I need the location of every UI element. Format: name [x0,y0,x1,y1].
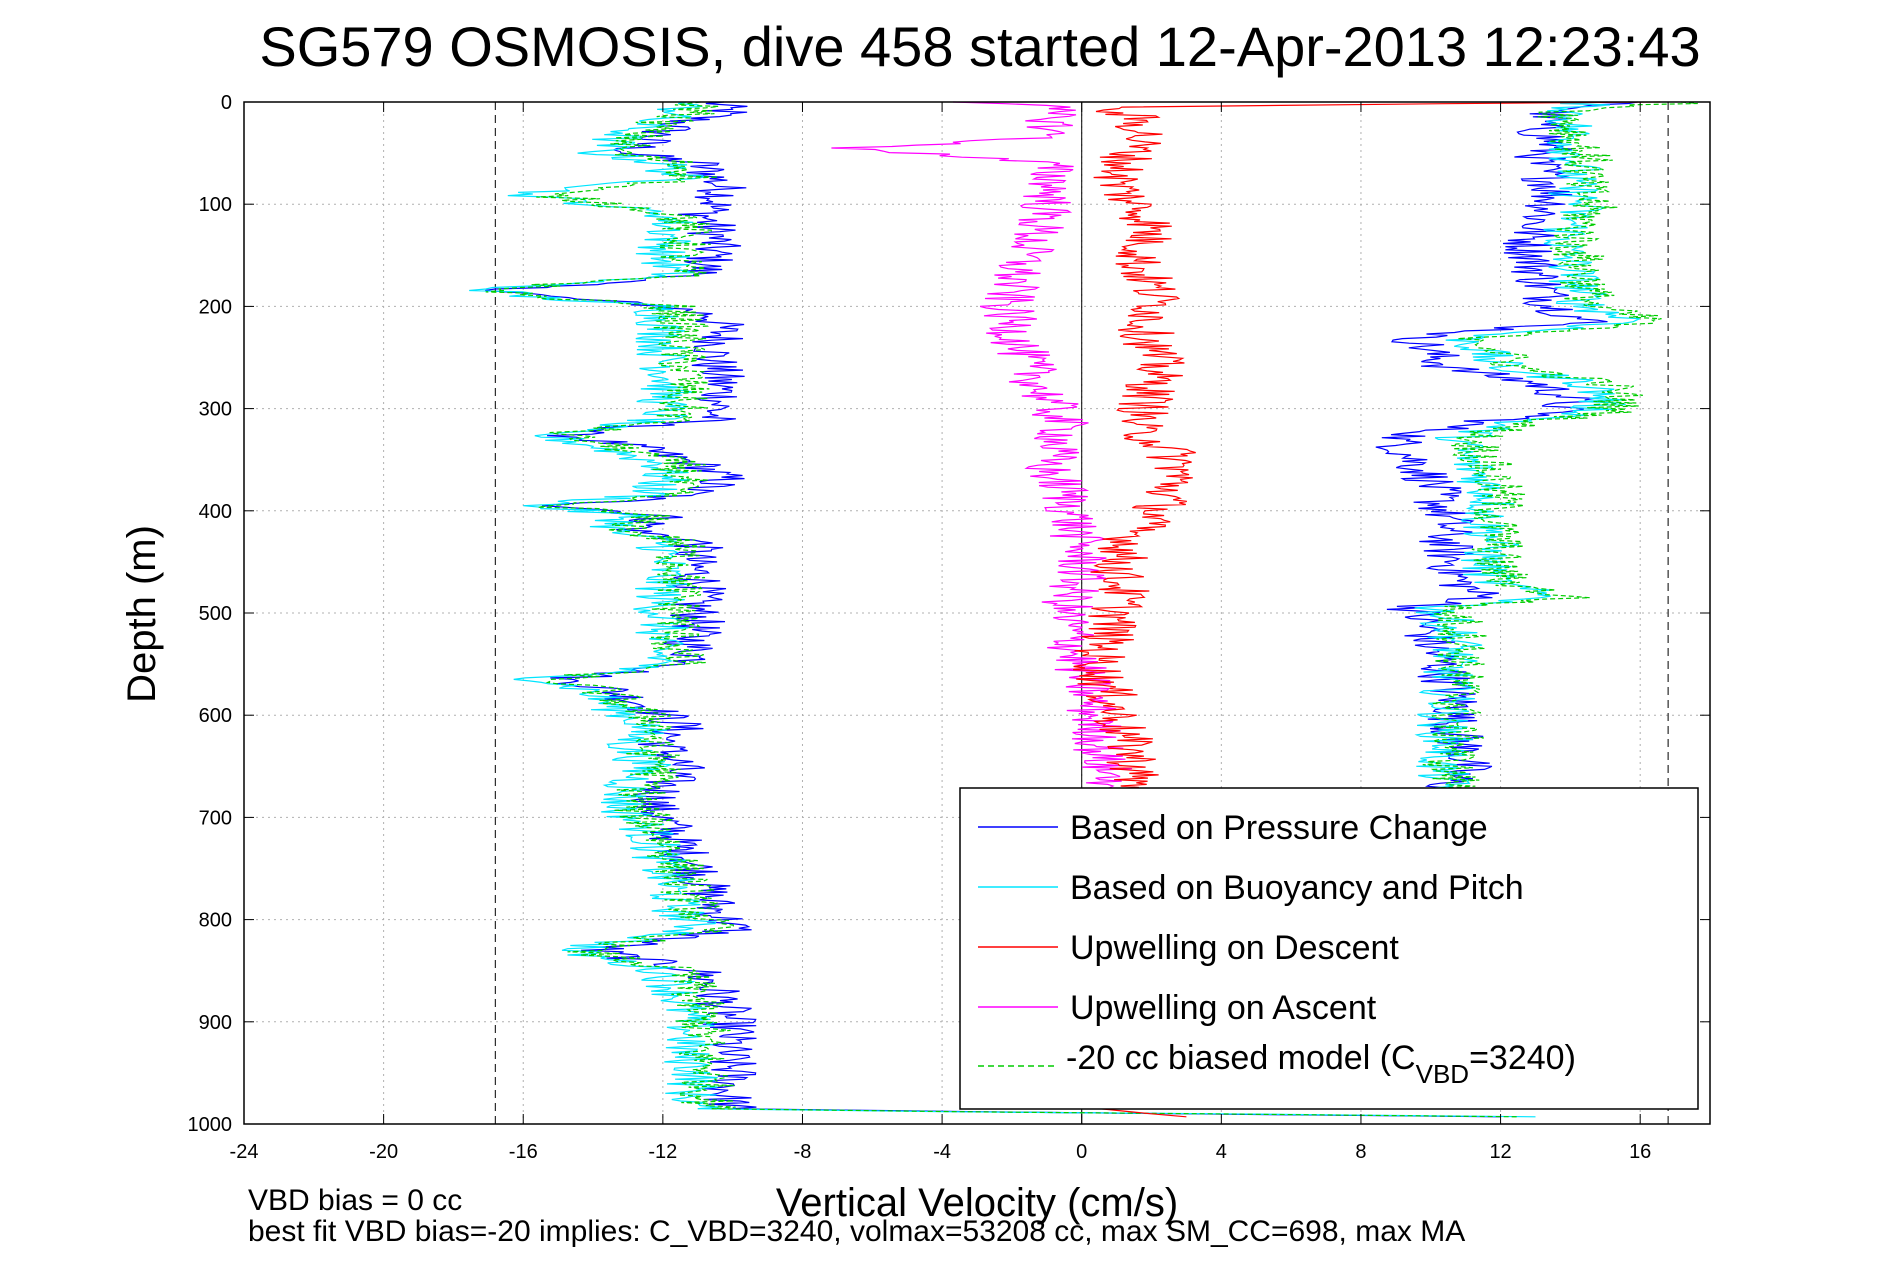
y-tick-label: 400 [199,501,232,523]
legend-label-pressure-change: Based on Pressure Change [1070,809,1488,847]
footer-vbd-bias: VBD bias = 0 cc [248,1184,462,1217]
y-tick-label: 100 [199,194,232,216]
series-upwelling-on-descent [1073,101,1661,1118]
legend-label-buoyancy-pitch: Based on Buoyancy and Pitch [1070,869,1524,907]
y-tick-label: 800 [199,910,232,932]
x-tick-label: -8 [794,1141,812,1163]
x-tick-label: 8 [1355,1141,1366,1163]
footer-best-fit-note: best fit VBD bias=-20 implies: C_VBD=324… [248,1215,1465,1248]
y-tick-label: 0 [221,92,232,114]
legend-box [959,787,1699,1110]
x-axis-label: Vertical Velocity (cm/s) [776,1181,1178,1225]
series-trace [1422,101,1698,798]
series-trace [711,1108,1519,1118]
series-trace [485,101,736,1110]
legend-label-biased-model: -20 cc biased model (CVBD=3240) [1066,1039,1576,1089]
x-tick-label: 4 [1216,1141,1227,1163]
x-axis-ticks: -24 -20 -16 -12 -8 -4 0 4 8 12 16 [230,102,1651,1163]
legend-label-upwelling-descent: Upwelling on Descent [1070,929,1399,967]
x-tick-label: 12 [1489,1141,1511,1163]
y-tick-label: 700 [199,807,232,829]
y-tick-label: 900 [199,1012,232,1034]
y-tick-label: 500 [199,603,232,625]
y-tick-label: 200 [199,296,232,318]
series-20-cc-biased-model-c-vbd-3240 [485,101,1698,1118]
series-trace [1375,101,1638,798]
x-tick-label: 0 [1076,1141,1087,1163]
series-trace [831,101,1141,798]
series-upwelling-on-ascent [831,101,1141,798]
x-tick-label: -16 [509,1141,538,1163]
data-series [469,101,1698,1118]
series-trace [1073,101,1661,798]
legend-label-upwelling-ascent: Upwelling on Ascent [1070,989,1377,1027]
x-tick-label: -20 [369,1141,398,1163]
series-trace [485,101,757,1110]
x-tick-label: 16 [1629,1141,1651,1163]
y-axis-ticks: 0 100 200 300 400 500 600 700 800 900 1000 [188,92,1710,1136]
y-axis-label: Depth (m) [120,525,164,703]
series-trace [1099,1108,1187,1118]
y-tick-label: 600 [199,705,232,727]
y-tick-label: 1000 [188,1114,233,1136]
y-tick-label: 300 [199,399,232,421]
x-tick-label: -24 [230,1141,259,1163]
x-tick-label: -12 [648,1141,677,1163]
chart-title: SG579 OSMOSIS, dive 458 started 12-Apr-2… [259,15,1700,78]
x-tick-label: -4 [933,1141,951,1163]
legend: Based on Pressure Change Based on Buoyan… [959,787,1699,1110]
